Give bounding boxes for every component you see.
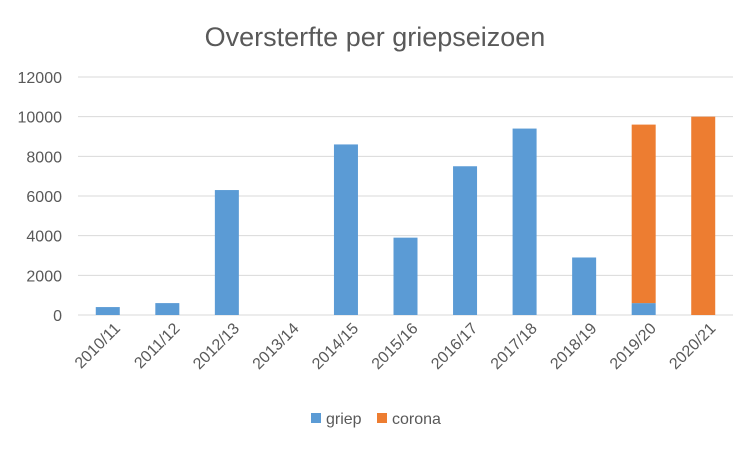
legend-label-corona: corona <box>392 411 441 428</box>
bar-griep-2018-19 <box>572 257 597 315</box>
legend-swatch-griep <box>311 413 321 423</box>
y-axis-ticks: 0 2000 4000 6000 8000 10000 12000 <box>18 70 63 325</box>
bar-corona-2020-21 <box>691 116 716 316</box>
bar-griep-2010-11 <box>95 307 120 315</box>
bar-griep-2019-20 <box>631 303 656 315</box>
y-tick-label: 4000 <box>26 229 62 246</box>
bar-griep-2017-18 <box>512 128 537 315</box>
bar-corona-2019-20 <box>631 124 656 304</box>
y-tick-label: 0 <box>53 308 62 325</box>
legend-label-griep: griep <box>326 411 362 428</box>
bar-griep-2015-16 <box>393 237 418 315</box>
bar-griep-2016-17 <box>453 166 478 315</box>
bars <box>95 116 716 316</box>
y-tick-label: 6000 <box>26 189 62 206</box>
bar-griep-2012-13 <box>214 190 239 315</box>
chart-title: Oversterfte per griepseizoen <box>205 22 546 52</box>
legend-swatch-corona <box>377 413 387 423</box>
y-tick-label: 12000 <box>18 70 63 87</box>
y-tick-label: 8000 <box>26 149 62 166</box>
legend: griep corona <box>311 411 441 428</box>
bar-griep-2011-12 <box>155 303 180 315</box>
y-tick-label: 2000 <box>26 268 62 285</box>
bar-griep-2014-15 <box>333 144 358 315</box>
y-tick-label: 10000 <box>18 110 63 127</box>
